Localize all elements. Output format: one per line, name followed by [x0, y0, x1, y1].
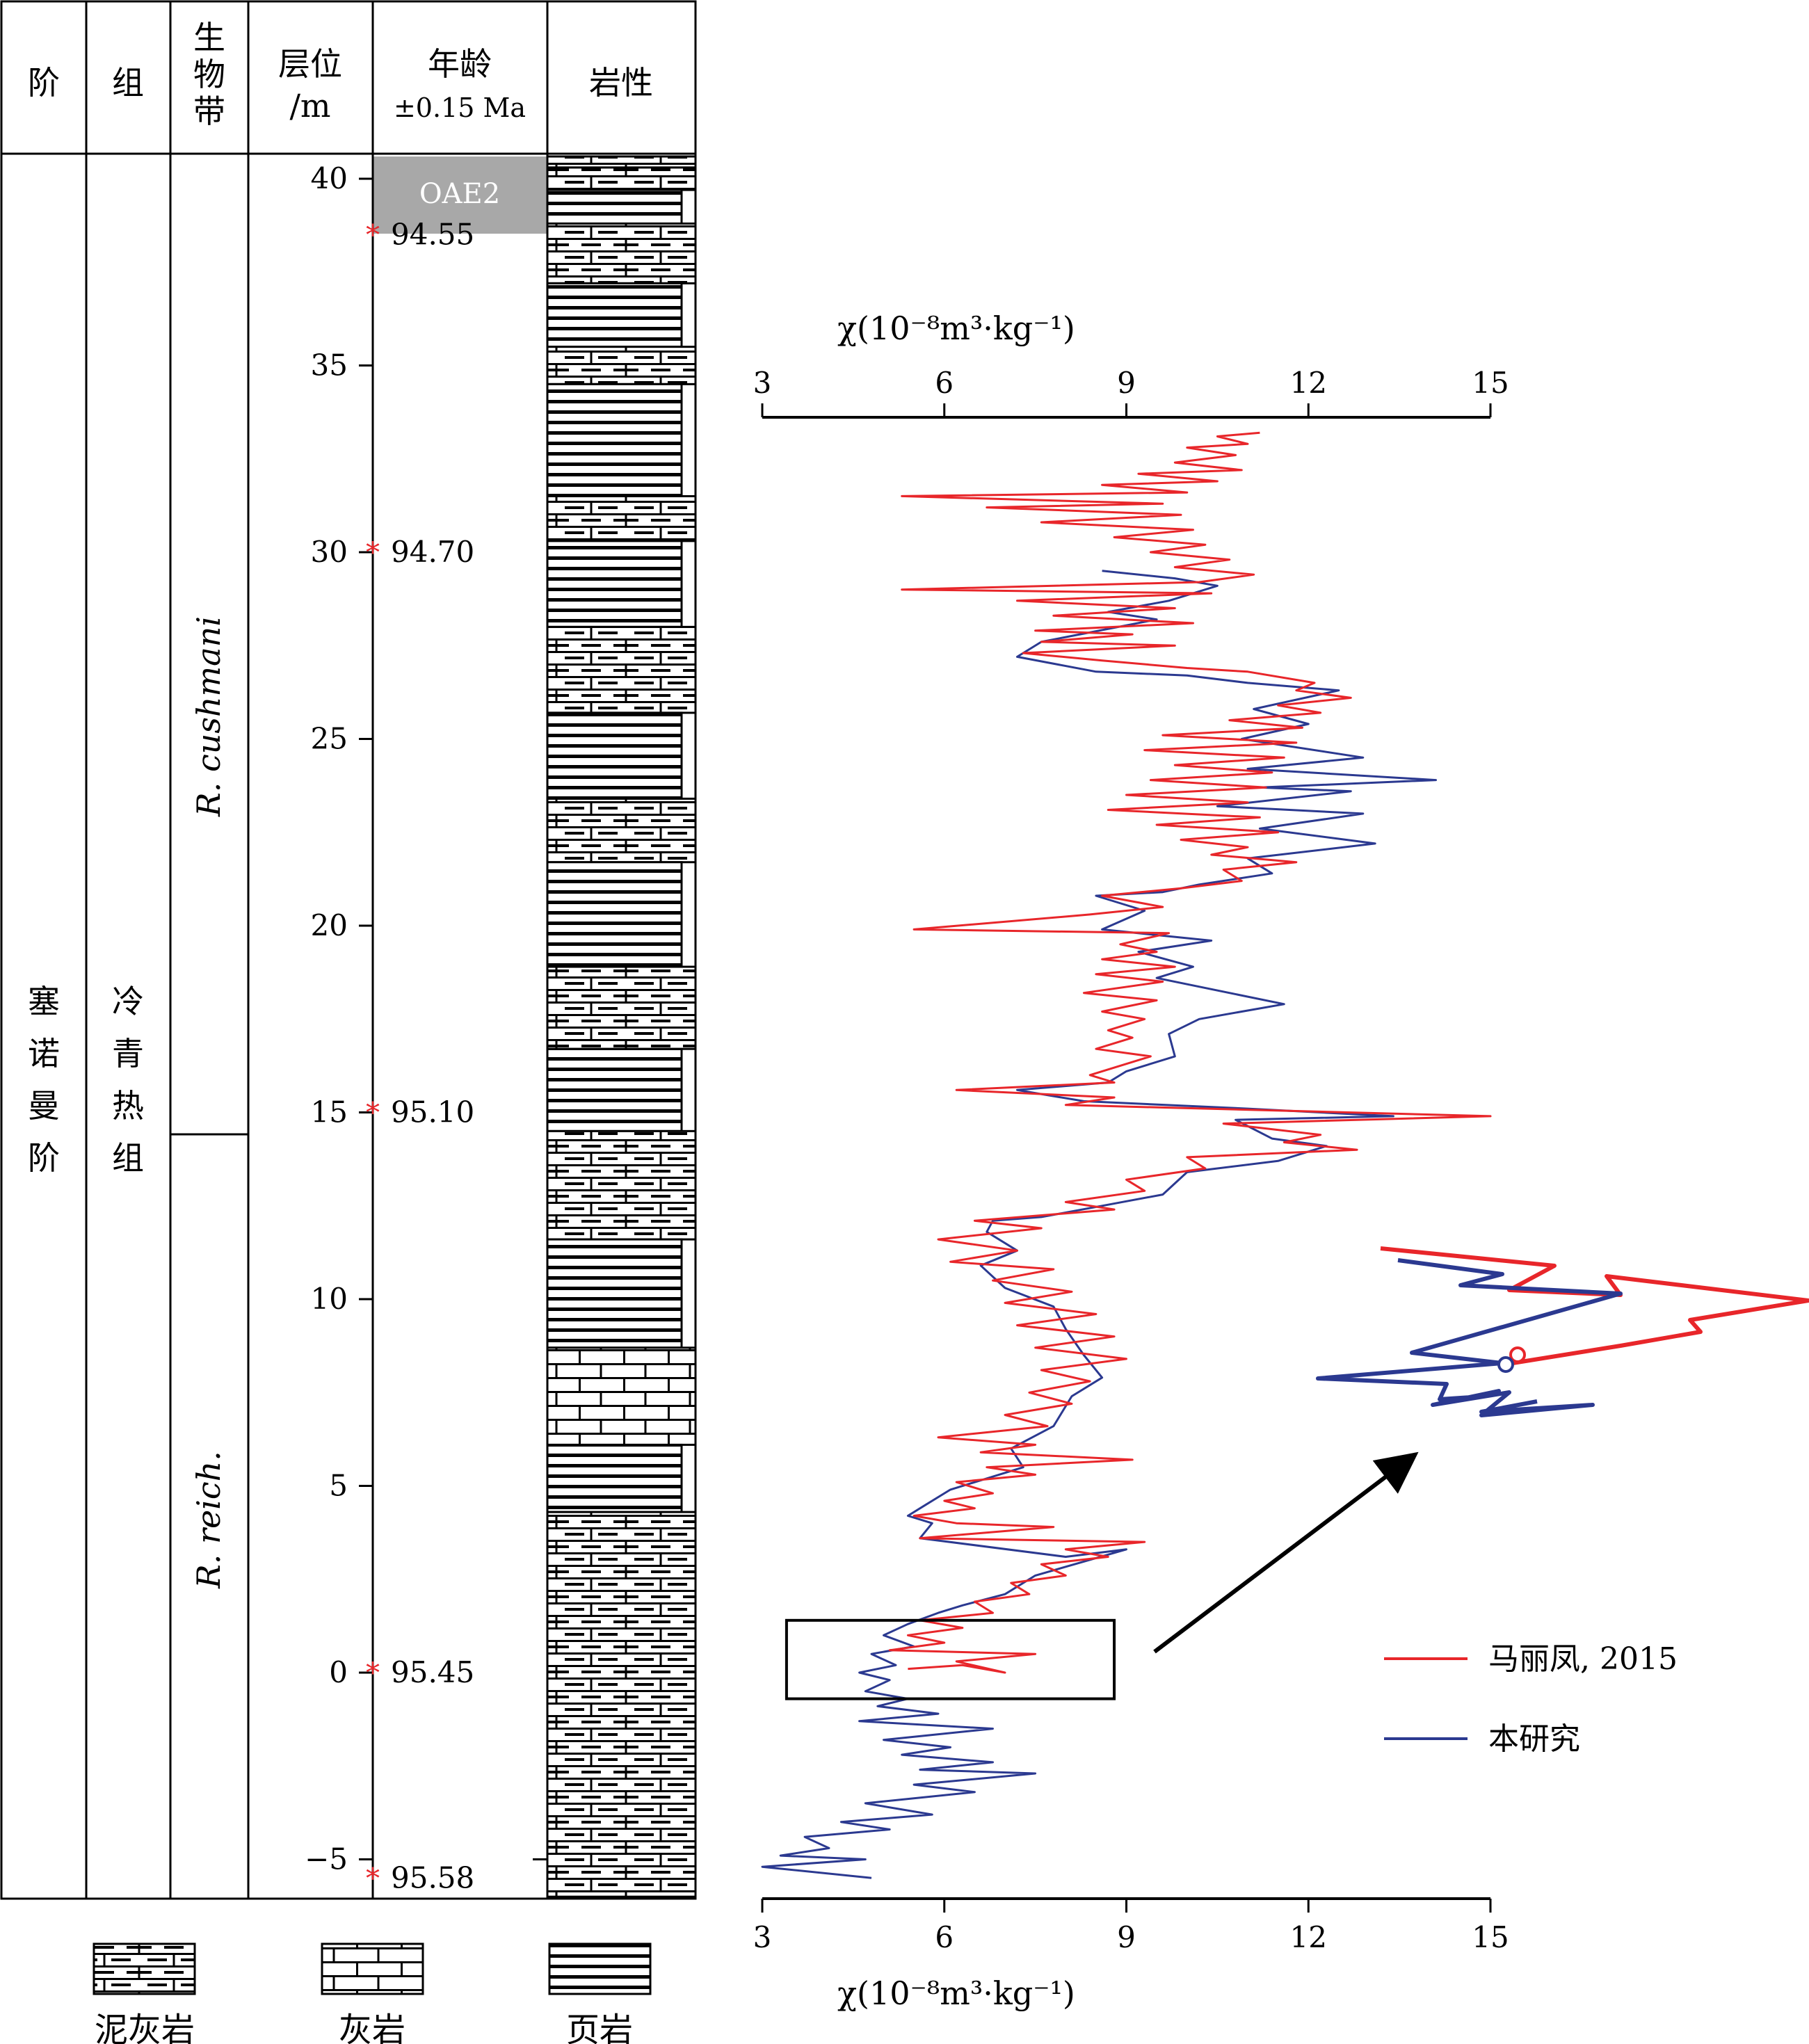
depth-tick-label: −5	[305, 1842, 348, 1876]
formation-char: 青	[112, 1035, 144, 1072]
biozone-label-reich: R. reich.	[190, 1451, 227, 1589]
lithology-layer-shale	[546, 383, 683, 497]
x-tick-label-top: 9	[1117, 366, 1136, 400]
x-tick-label-top: 15	[1472, 366, 1509, 400]
lithology-layer-marl	[546, 1129, 697, 1241]
lithology-layer-shale	[546, 1047, 683, 1132]
lithology-layer-marl	[546, 965, 697, 1050]
x-axis-title-top: χ(10⁻⁸m³·kg⁻¹)	[837, 309, 1075, 347]
depth-axis: 40 35 30 25 20 15 10 5 0 −5 * 94.55 * 94.70 * 95.10 * 95.…	[305, 156, 547, 1899]
lithology-layer-marl	[546, 222, 697, 284]
formation-char: 热	[112, 1087, 144, 1125]
series-line-1	[761, 570, 1437, 1879]
x-tick-label-bottom: 6	[935, 1920, 954, 1954]
legend-shale-swatch	[548, 1942, 652, 1995]
x-axis-title-bottom: χ(10⁻⁸m³·kg⁻¹)	[837, 1974, 1075, 2012]
zoom-box	[785, 1618, 1116, 1700]
inset-blue-line	[1316, 1258, 1623, 1417]
series-line-0	[888, 431, 1492, 1674]
age-label: 95.58	[391, 1860, 474, 1894]
lithology-layer-shale	[546, 1443, 683, 1513]
inset-blue-marker	[1497, 1356, 1514, 1373]
age-marker: *	[366, 220, 380, 252]
legend: 马丽凤, 2015 本研究	[1384, 1641, 1678, 1757]
inset-red-marker	[1509, 1346, 1526, 1363]
legend-marlstone-label: 泥灰岩	[95, 2011, 195, 2044]
age-label: 94.70	[391, 535, 474, 569]
header-biozone-3: 带	[193, 92, 225, 130]
stage-char: 曼	[28, 1087, 60, 1125]
biozone-label-cushmani: R. cushmani	[190, 616, 227, 817]
x-tick-label-bottom: 15	[1472, 1920, 1509, 1954]
legend-label-this: 本研究	[1488, 1721, 1580, 1757]
lithology-layer-shale	[546, 1238, 683, 1349]
age-marker: *	[366, 1097, 380, 1129]
depth-tick-label: 35	[311, 348, 348, 383]
lithology-layer-marl	[546, 797, 697, 864]
header-biozone-1: 生	[193, 19, 225, 56]
header-depth-unit: /m	[289, 87, 330, 124]
lithology-layer-shale	[546, 282, 683, 348]
lithology-layer-marl	[546, 155, 697, 169]
header-formation: 组	[112, 64, 144, 102]
age-marker: *	[366, 1862, 380, 1894]
header-lithology: 岩性	[589, 64, 653, 102]
lithology-layer-marl	[546, 166, 697, 191]
header-stage: 阶	[28, 64, 60, 102]
legend-limestone-swatch	[321, 1942, 424, 1995]
x-tick-label-bottom: 9	[1117, 1920, 1136, 1954]
age-label: 95.45	[391, 1655, 474, 1689]
legend-marlstone-swatch	[93, 1942, 196, 1995]
x-tick-label-top: 6	[935, 366, 954, 400]
header-biozone-2: 物	[193, 56, 225, 93]
formation-char: 冷	[112, 983, 144, 1020]
lithology-legend: 泥灰岩 灰岩 页岩	[93, 1942, 652, 2044]
stage-char: 塞	[28, 983, 60, 1020]
stage-char: 诺	[28, 1035, 60, 1072]
x-tick-label-top: 3	[753, 366, 772, 400]
lithology-column	[546, 155, 697, 1898]
age-label: 94.55	[391, 218, 474, 252]
stage-char: 阶	[28, 1139, 60, 1177]
formation-char: 组	[112, 1139, 144, 1177]
lithology-layer-marl	[546, 346, 697, 385]
age-label: 95.10	[391, 1095, 474, 1129]
inset-red-line	[1380, 1246, 1809, 1365]
lithology-layer-marl	[546, 494, 697, 542]
stage-name: 塞 诺 曼 阶	[28, 983, 60, 1177]
depth-tick-label: 30	[311, 535, 348, 569]
zoom-arrow	[1153, 1451, 1419, 1654]
inset-detail	[1316, 1246, 1809, 1417]
depth-tick-label: 10	[311, 1282, 348, 1316]
oae2-box	[373, 156, 547, 234]
x-tick-label-bottom: 3	[753, 1920, 772, 1954]
lithology-layer-shale	[546, 711, 683, 800]
lithology-layer-lime	[546, 1346, 697, 1446]
depth-tick-label: 25	[311, 722, 348, 756]
lithology-layer-marl	[546, 1511, 697, 1898]
depth-tick-label: 0	[329, 1655, 348, 1689]
header-age-unit: ±0.15 Ma	[394, 92, 526, 123]
age-marker: *	[366, 537, 380, 569]
x-tick-label-bottom: 12	[1290, 1920, 1327, 1954]
lithology-layer-shale	[546, 540, 683, 628]
header-age: 年龄	[428, 45, 492, 83]
depth-tick-label: 5	[329, 1469, 348, 1503]
age-marker: *	[366, 1657, 380, 1689]
lithology-layer-shale	[546, 861, 683, 968]
x-tick-label-top: 12	[1290, 366, 1327, 400]
legend-limestone-label: 灰岩	[339, 2011, 405, 2044]
legend-shale-label: 页岩	[566, 2011, 633, 2044]
lithology-layer-marl	[546, 625, 697, 714]
depth-tick-label: 15	[311, 1095, 348, 1129]
susceptibility-chart: 3 3 6 6 9 9 12 12 15 15	[753, 366, 1809, 1954]
formation-name: 冷 青 热 组	[112, 983, 144, 1177]
legend-label-ma: 马丽凤, 2015	[1488, 1641, 1678, 1677]
oae2-label: OAE2	[419, 178, 500, 210]
lithology-layer-shale	[546, 188, 683, 225]
depth-tick-label: 20	[311, 908, 348, 942]
header-depth: 层位	[278, 45, 342, 83]
depth-tick-label: 40	[311, 161, 348, 195]
